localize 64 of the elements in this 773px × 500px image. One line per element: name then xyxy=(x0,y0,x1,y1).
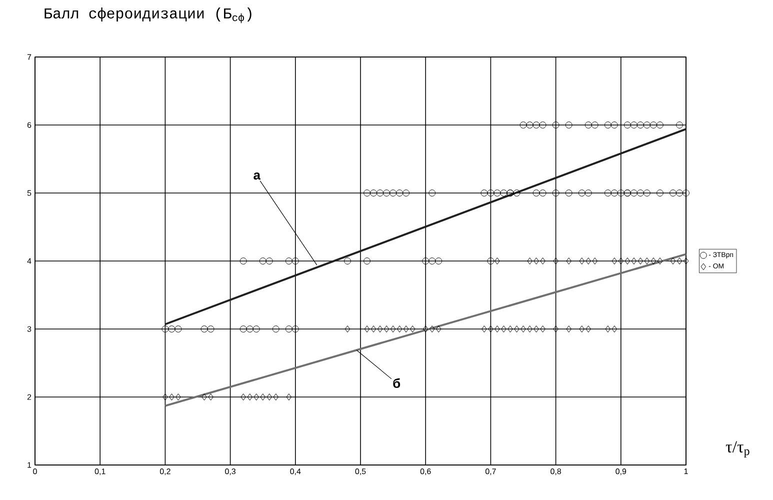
point xyxy=(676,258,682,264)
point xyxy=(377,326,383,332)
point xyxy=(527,258,532,264)
point xyxy=(527,326,532,332)
point xyxy=(586,326,591,332)
point xyxy=(540,326,546,332)
point xyxy=(436,326,442,332)
point xyxy=(384,326,390,332)
point xyxy=(534,258,539,264)
point xyxy=(520,326,526,332)
point xyxy=(396,326,402,332)
point xyxy=(176,394,181,400)
point xyxy=(429,326,435,332)
point xyxy=(501,326,506,332)
point xyxy=(605,326,611,332)
point xyxy=(579,258,584,264)
point xyxy=(169,394,174,400)
point xyxy=(586,258,591,264)
point xyxy=(579,326,584,332)
point xyxy=(612,326,618,332)
point xyxy=(624,258,630,264)
point xyxy=(638,258,644,264)
point xyxy=(540,258,546,264)
point xyxy=(254,394,259,400)
point xyxy=(644,258,650,264)
point xyxy=(508,326,513,332)
point xyxy=(566,258,572,264)
chart-title: Балл сфероидизации (Б$_{сф}$) xyxy=(44,8,252,24)
point xyxy=(494,258,500,264)
point xyxy=(410,326,416,332)
point xyxy=(422,326,428,332)
point xyxy=(364,326,370,332)
point xyxy=(260,394,266,400)
point xyxy=(670,258,676,264)
point xyxy=(612,258,618,264)
x-axis-title: τ/τ$_{р}$ xyxy=(726,441,750,458)
point xyxy=(286,394,292,400)
point xyxy=(247,394,252,400)
point xyxy=(553,258,558,264)
point xyxy=(162,394,168,400)
point xyxy=(266,394,272,400)
annotation: б xyxy=(393,378,400,388)
point xyxy=(482,326,487,332)
point xyxy=(683,258,689,264)
point xyxy=(273,394,279,400)
point xyxy=(202,394,207,400)
point xyxy=(657,258,663,264)
point xyxy=(592,258,598,264)
point xyxy=(344,326,350,332)
annotation: а xyxy=(254,172,261,180)
point xyxy=(494,326,500,332)
point xyxy=(208,394,214,400)
point xyxy=(488,326,494,332)
point xyxy=(240,394,246,400)
point xyxy=(650,258,656,264)
point xyxy=(618,258,624,264)
point xyxy=(631,258,637,264)
point xyxy=(390,326,396,332)
point xyxy=(553,326,558,332)
point xyxy=(403,326,409,332)
point xyxy=(534,326,539,332)
point xyxy=(370,326,376,332)
point xyxy=(566,326,572,332)
point xyxy=(514,326,520,332)
